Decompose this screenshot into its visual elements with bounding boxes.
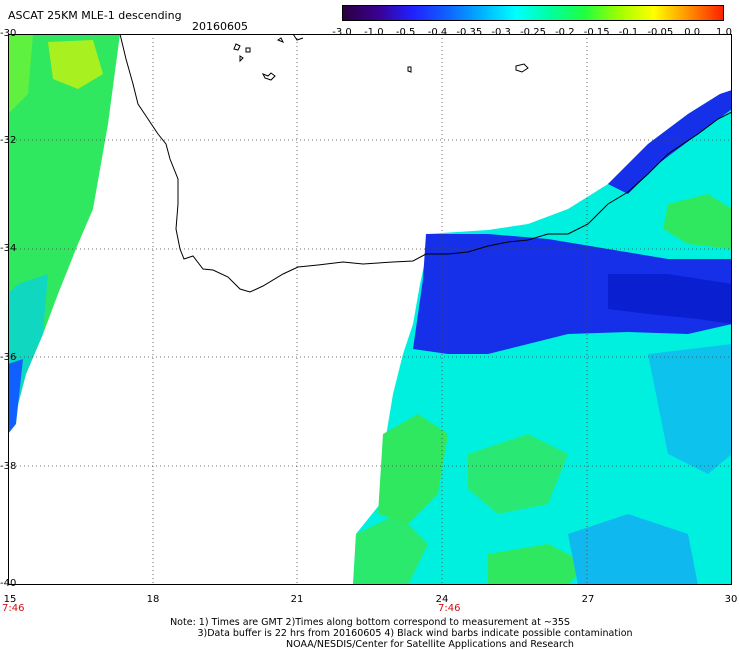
lat-label-38s: -38 <box>0 461 17 472</box>
lat-label-30s: -30 <box>0 28 17 39</box>
lon-label-30e: 30 <box>724 594 738 605</box>
colorbar <box>342 5 724 21</box>
colorbar-tick-4: -0.35 <box>456 27 483 38</box>
lat-label-40s: -40 <box>0 578 17 589</box>
product-date: 20160605 <box>192 20 248 33</box>
colorbar-tick-6: -0.25 <box>520 27 546 38</box>
map-panel <box>8 34 732 585</box>
lon-label-15e: 15 <box>3 594 17 605</box>
colorbar-tick-2: -0.5 <box>395 27 416 38</box>
footer-note-line3: NOAA/NESDIS/Center for Satellite Applica… <box>286 639 574 650</box>
grid-lines <box>8 34 732 585</box>
time-label-west: 7:46 <box>2 603 25 614</box>
colorbar-tick-12: 1.0 <box>716 27 732 38</box>
colorbar-tick-1: -1.0 <box>364 27 384 38</box>
colorbar-tick-8: -0.15 <box>583 27 610 38</box>
time-label-east: 7:46 <box>438 603 461 614</box>
lon-label-27e: 27 <box>581 594 595 605</box>
colorbar-tick-3: -0.4 <box>427 27 448 38</box>
colorbar-tick-9: -0.1 <box>618 27 639 38</box>
lat-label-36s: -36 <box>0 352 17 363</box>
colorbar-tick-7: -0.2 <box>555 27 575 38</box>
lon-label-24e: 24 <box>435 594 449 605</box>
coastline <box>119 34 732 293</box>
footer-note-line1: Note: 1) Times are GMT 2)Times along bot… <box>170 617 570 628</box>
product-title: ASCAT 25KM MLE-1 descending <box>8 9 182 22</box>
map-svg <box>8 34 732 585</box>
lon-label-18e: 18 <box>146 594 160 605</box>
colorbar-tick-10: -0.05 <box>647 27 674 38</box>
colorbar-tick-11: 0.0 <box>684 27 701 38</box>
colorbar-tick-5: -0.3 <box>491 27 511 38</box>
wind-field-west <box>8 34 120 434</box>
colorbar-tick-0: -3.0 <box>332 27 352 38</box>
lon-label-21e: 21 <box>290 594 304 605</box>
map-frame <box>8 34 732 585</box>
lat-label-32s: -32 <box>0 135 17 146</box>
footer-note-line2: 3)Data buffer is 22 hrs from 20160605 4)… <box>197 628 633 639</box>
wind-field-east <box>353 90 732 585</box>
lat-label-34s: -34 <box>0 243 17 254</box>
